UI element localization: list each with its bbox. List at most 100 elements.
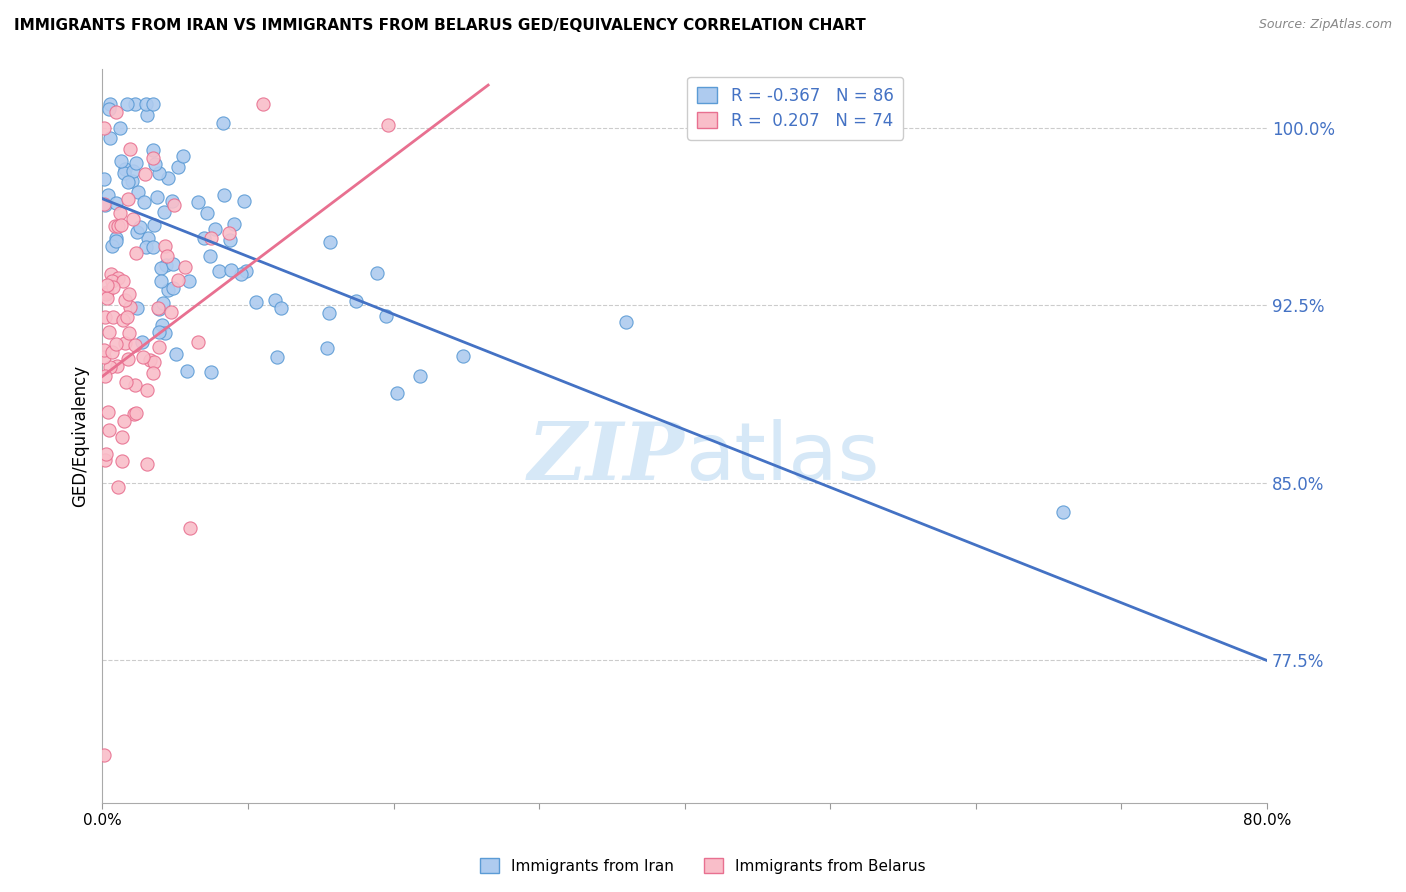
Point <box>408 368 430 383</box>
Point <box>105 196 128 211</box>
Point <box>93 350 115 364</box>
Point <box>204 221 226 235</box>
Point <box>111 430 134 444</box>
Point <box>270 301 292 315</box>
Point <box>616 315 638 329</box>
Point <box>252 97 274 112</box>
Point <box>93 172 115 186</box>
Point <box>166 160 188 174</box>
Point <box>131 334 153 349</box>
Point <box>218 226 240 240</box>
Point <box>156 249 179 263</box>
Point <box>162 281 184 295</box>
Point <box>120 301 142 315</box>
Point <box>377 118 399 132</box>
Point <box>107 270 129 285</box>
Point <box>93 453 115 467</box>
Point <box>118 286 141 301</box>
Point <box>163 198 186 212</box>
Point <box>142 151 165 165</box>
Point <box>146 301 169 316</box>
Point <box>142 239 165 253</box>
Point <box>208 264 231 278</box>
Point <box>198 248 221 262</box>
Point <box>135 108 157 122</box>
Point <box>136 458 159 472</box>
Point <box>104 234 127 248</box>
Point <box>93 343 115 357</box>
Point <box>148 340 170 354</box>
Point <box>118 326 141 341</box>
Y-axis label: GED/Equivalency: GED/Equivalency <box>72 365 89 507</box>
Point <box>179 521 201 535</box>
Point <box>93 120 115 135</box>
Point <box>94 310 117 324</box>
Point <box>174 260 197 274</box>
Point <box>212 188 235 202</box>
Point <box>319 235 342 249</box>
Point <box>100 360 122 375</box>
Text: IMMIGRANTS FROM IRAN VS IMMIGRANTS FROM BELARUS GED/EQUIVALENCY CORRELATION CHAR: IMMIGRANTS FROM IRAN VS IMMIGRANTS FROM … <box>14 18 866 33</box>
Point <box>235 264 257 278</box>
Point <box>115 310 138 325</box>
Point <box>150 274 173 288</box>
Point <box>232 194 254 208</box>
Point <box>100 267 122 281</box>
Point <box>98 325 121 339</box>
Point <box>148 166 170 180</box>
Point <box>127 225 149 239</box>
Point <box>108 205 131 219</box>
Point <box>100 239 122 253</box>
Point <box>139 353 162 368</box>
Point <box>108 121 131 136</box>
Point <box>122 163 145 178</box>
Point <box>110 218 132 232</box>
Point <box>105 359 128 374</box>
Point <box>143 157 166 171</box>
Point <box>155 326 177 340</box>
Point <box>96 291 118 305</box>
Point <box>245 295 267 310</box>
Legend: Immigrants from Iran, Immigrants from Belarus: Immigrants from Iran, Immigrants from Be… <box>474 852 932 880</box>
Point <box>142 366 165 380</box>
Point <box>107 219 129 233</box>
Point <box>111 454 134 468</box>
Text: Source: ZipAtlas.com: Source: ZipAtlas.com <box>1258 18 1392 31</box>
Point <box>132 195 155 210</box>
Point <box>94 198 117 212</box>
Point <box>107 480 129 494</box>
Point <box>193 230 215 244</box>
Point <box>160 305 183 319</box>
Point <box>94 368 117 383</box>
Point <box>263 293 285 307</box>
Point <box>115 97 138 112</box>
Point <box>111 313 134 327</box>
Point <box>176 364 198 378</box>
Point <box>117 175 139 189</box>
Point <box>187 194 209 209</box>
Point <box>124 97 146 112</box>
Point <box>136 231 159 245</box>
Point <box>97 187 120 202</box>
Point <box>1052 505 1074 519</box>
Point <box>117 192 139 206</box>
Point <box>200 365 222 379</box>
Point <box>96 285 118 300</box>
Point <box>318 306 340 320</box>
Point <box>366 266 388 280</box>
Point <box>211 115 233 129</box>
Point <box>105 336 128 351</box>
Point <box>222 218 245 232</box>
Point <box>266 350 288 364</box>
Point <box>124 378 146 392</box>
Point <box>93 197 115 211</box>
Point <box>103 280 125 294</box>
Point <box>172 149 194 163</box>
Point <box>114 161 136 176</box>
Point <box>134 167 156 181</box>
Point <box>94 447 117 461</box>
Point <box>143 355 166 369</box>
Point <box>187 334 209 349</box>
Point <box>127 185 149 199</box>
Point <box>156 284 179 298</box>
